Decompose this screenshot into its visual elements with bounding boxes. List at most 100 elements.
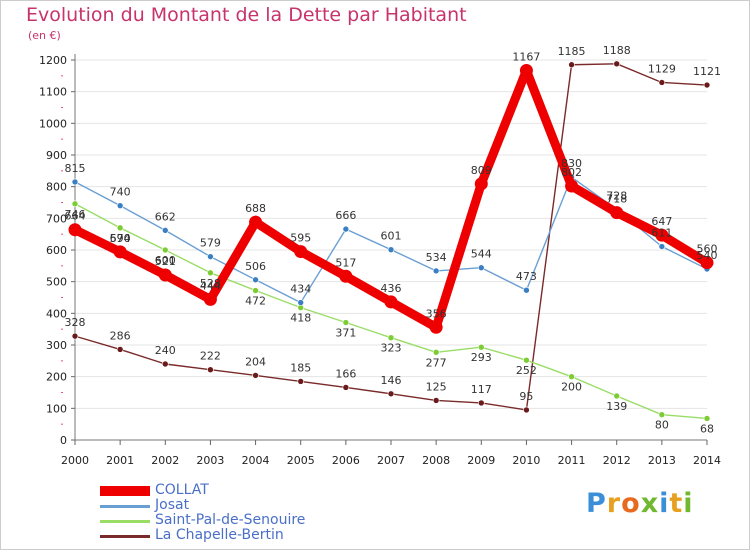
data-label-collat: 647	[651, 215, 672, 228]
data-point-saint-pal-de-senouire	[568, 373, 575, 380]
data-point-saint-pal-de-senouire	[207, 269, 214, 277]
x-tick-label: 2009	[467, 454, 495, 467]
legend-label: Josat	[155, 497, 190, 513]
data-label-la-chapelle-bertin: 328	[65, 316, 86, 329]
data-label-saint-pal-de-senouire: 277	[426, 356, 447, 369]
data-label-collat: 809	[471, 164, 492, 177]
data-label-josat: 473	[516, 270, 537, 283]
data-label-collat: 517	[335, 256, 356, 269]
data-label-collat: 595	[290, 232, 311, 245]
data-point-la-chapelle-bertin	[342, 384, 350, 391]
data-label-josat: 611	[651, 227, 672, 240]
data-point-collat	[384, 295, 398, 309]
data-label-saint-pal-de-senouire: 418	[290, 312, 311, 325]
data-label-la-chapelle-bertin: 222	[200, 350, 221, 363]
x-tick-label: 2014	[693, 454, 721, 467]
data-label-saint-pal-de-senouire: 252	[516, 364, 537, 377]
data-label-collat: 444	[200, 279, 221, 292]
data-point-la-chapelle-bertin	[161, 360, 169, 368]
x-tick-label: 2003	[196, 454, 224, 467]
y-tick-label: 0	[60, 434, 67, 447]
data-label-josat: 579	[200, 237, 221, 250]
data-label-la-chapelle-bertin: 95	[519, 390, 533, 403]
data-label-collat: 356	[426, 307, 447, 320]
data-label-josat: 506	[245, 260, 266, 273]
y-tick-label: 500	[46, 276, 67, 289]
legend-swatch	[100, 520, 150, 523]
data-point-saint-pal-de-senouire	[658, 411, 666, 418]
legend-swatch	[100, 505, 150, 508]
logo-letter: o	[621, 488, 641, 519]
data-point-collat	[203, 292, 217, 306]
data-point-josat	[342, 225, 350, 233]
data-point-saint-pal-de-senouire	[342, 319, 350, 326]
data-point-saint-pal-de-senouire	[703, 415, 711, 422]
data-label-josat: 601	[381, 230, 402, 243]
x-tick-label: 2010	[512, 454, 540, 467]
data-point-collat	[294, 245, 308, 259]
data-label-collat: 594	[110, 232, 131, 245]
y-tick-label: 400	[46, 307, 67, 320]
data-label-collat: 521	[155, 255, 176, 268]
data-label-la-chapelle-bertin: 1121	[693, 65, 721, 78]
data-point-saint-pal-de-senouire	[116, 224, 124, 232]
data-point-josat	[116, 202, 124, 209]
data-label-la-chapelle-bertin: 1188	[603, 44, 631, 57]
data-label-collat: 718	[606, 193, 627, 206]
data-point-la-chapelle-bertin	[387, 390, 395, 398]
data-label-josat: 666	[335, 209, 356, 222]
data-point-saint-pal-de-senouire	[161, 246, 169, 254]
y-tick-label: 700	[46, 212, 67, 225]
data-point-collat	[565, 179, 579, 193]
data-point-la-chapelle-bertin	[116, 346, 124, 353]
logo-letter: i	[659, 488, 670, 519]
data-point-collat	[113, 245, 127, 259]
data-point-saint-pal-de-senouire	[252, 287, 259, 294]
y-tick-label: 200	[46, 371, 67, 384]
x-tick-label: 2006	[332, 454, 360, 467]
data-label-collat: 1167	[512, 50, 540, 63]
legend-label: Saint-Pal-de-Senouire	[155, 512, 306, 528]
data-label-josat: 815	[65, 162, 86, 175]
data-label-josat: 544	[471, 248, 492, 261]
x-tick-label: 2005	[287, 454, 315, 467]
data-point-saint-pal-de-senouire	[477, 343, 485, 351]
axes: 0 100 200 300 400 500 600 700 800 900 1000 1100 1200…	[39, 54, 721, 467]
data-point-josat	[161, 227, 169, 234]
data-label-saint-pal-de-senouire: 670	[110, 232, 131, 245]
x-tick-label: 2004	[242, 454, 270, 467]
data-labels: 328 286 240 222 204 185 166 146 125 117 95 1185 1188…	[65, 44, 722, 436]
data-label-saint-pal-de-senouire: 200	[561, 381, 582, 394]
data-point-collat	[249, 215, 263, 229]
x-tick-label: 2013	[648, 454, 676, 467]
data-label-collat: 664	[65, 210, 86, 223]
data-label-josat: 830	[561, 157, 582, 170]
x-tick-label: 2002	[151, 454, 179, 467]
x-tick-label: 2008	[422, 454, 450, 467]
y-tick-label: 100	[46, 402, 67, 415]
y-tick-label: 600	[46, 244, 67, 257]
data-point-collat	[655, 228, 669, 242]
data-label-saint-pal-de-senouire: 139	[606, 400, 627, 413]
data-point-la-chapelle-bertin	[252, 372, 259, 379]
logo-letter: P	[586, 488, 607, 519]
data-point-la-chapelle-bertin	[613, 60, 621, 68]
x-tick-label: 2000	[61, 454, 89, 467]
data-point-saint-pal-de-senouire	[71, 200, 79, 208]
grid-lines	[75, 59, 707, 409]
data-point-josat	[523, 286, 530, 294]
data-label-la-chapelle-bertin: 286	[110, 329, 131, 342]
data-point-collat	[68, 223, 82, 237]
data-point-la-chapelle-bertin	[71, 332, 79, 340]
data-label-saint-pal-de-senouire: 600	[155, 254, 176, 267]
data-label-saint-pal-de-senouire: 528	[200, 277, 221, 290]
data-label-collat: 560	[697, 243, 718, 256]
data-point-la-chapelle-bertin	[207, 366, 214, 374]
data-label-la-chapelle-bertin: 125	[426, 380, 447, 393]
data-label-la-chapelle-bertin: 204	[245, 355, 266, 368]
data-label-collat: 688	[245, 202, 266, 215]
data-label-saint-pal-de-senouire: 293	[471, 351, 492, 364]
data-label-saint-pal-de-senouire: 80	[655, 419, 669, 432]
legend-label: COLLAT	[155, 482, 209, 498]
data-label-la-chapelle-bertin: 185	[290, 361, 311, 374]
